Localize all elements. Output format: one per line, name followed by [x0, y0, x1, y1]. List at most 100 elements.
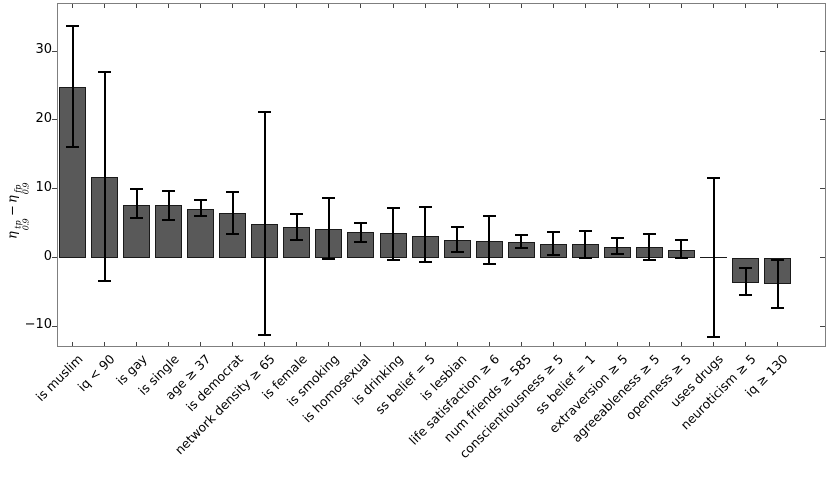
error-bar-line	[392, 208, 394, 260]
x-tick-mark-top	[648, 4, 650, 8]
y-tick-label: 30	[35, 42, 52, 58]
x-tick-mark-top	[745, 4, 747, 8]
error-bar-cap-bottom	[482, 262, 496, 265]
error-bar-line	[327, 198, 330, 259]
x-tick-mark-top	[584, 4, 586, 8]
y-tick-mark	[52, 50, 57, 52]
error-bar-cap-bottom	[226, 233, 240, 236]
error-bar-line	[456, 227, 459, 253]
error-bar-cap-bottom	[162, 218, 176, 221]
error-bar-line	[488, 216, 491, 264]
x-tick-mark-bottom	[520, 342, 522, 346]
script-group: tp 0.9	[14, 218, 31, 231]
y-tick-mark	[52, 119, 57, 121]
y-tick-mark	[52, 257, 57, 259]
error-bar-cap-bottom	[322, 257, 336, 260]
x-tick-mark-top	[264, 4, 266, 8]
x-tick-mark-top	[424, 4, 426, 8]
y-tick-label: 20	[35, 110, 52, 126]
x-tick-mark-bottom	[777, 342, 779, 346]
error-bar-line	[135, 188, 138, 219]
error-bar-cap-top	[130, 187, 144, 190]
error-bar-line	[424, 207, 427, 263]
error-bar-cap-top	[514, 233, 528, 236]
x-tick-mark-top	[72, 4, 73, 8]
error-bar-cap-top	[66, 25, 79, 28]
x-tick-mark-top	[104, 4, 106, 8]
error-bar-cap-bottom	[642, 259, 656, 262]
subscript-09: 0.9	[21, 218, 31, 231]
error-bar-line	[71, 26, 74, 148]
error-bar-line	[199, 200, 202, 217]
y-tick-mark-right	[820, 50, 825, 52]
x-tick-mark-top	[360, 4, 362, 8]
error-bar-cap-top	[162, 189, 176, 192]
error-bar-cap-top	[194, 199, 208, 202]
error-bar-cap-bottom	[418, 261, 432, 264]
error-bar-line	[295, 213, 298, 241]
error-bar-cap-top	[226, 190, 240, 193]
eta-symbol: η	[5, 231, 21, 239]
error-bar-cap-bottom	[354, 240, 368, 243]
error-bar-cap-bottom	[578, 256, 592, 259]
x-tick-mark-bottom	[104, 342, 106, 346]
x-tick-mark-top	[328, 4, 330, 8]
error-bar-line	[616, 237, 619, 255]
error-bar-cap-top	[739, 266, 753, 269]
x-tick-mark-bottom	[296, 342, 298, 346]
x-tick-mark-top	[168, 4, 170, 8]
x-tick-mark-bottom	[328, 342, 330, 346]
error-bar-line	[103, 72, 106, 281]
x-tick-mark-top	[488, 4, 490, 8]
bar	[155, 205, 183, 258]
error-bar-line	[712, 177, 715, 338]
error-bar-cap-bottom	[386, 258, 400, 261]
error-bar-cap-bottom	[739, 294, 753, 297]
x-tick-mark-top	[456, 4, 458, 8]
error-bar-cap-top	[610, 236, 624, 239]
error-bar-cap-top	[258, 110, 272, 113]
bar	[187, 208, 215, 258]
error-bar-line	[744, 267, 747, 296]
x-tick-mark-top	[296, 4, 298, 8]
error-bar-cap-top	[578, 229, 592, 232]
x-tick-mark-bottom	[552, 342, 554, 346]
x-tick-mark-bottom	[456, 342, 458, 346]
error-bar-cap-bottom	[258, 333, 272, 336]
x-tick-mark-bottom	[713, 342, 714, 346]
x-tick-mark-top	[136, 4, 138, 8]
error-bar-cap-bottom	[66, 146, 79, 149]
y-tick-mark-right	[820, 257, 825, 259]
x-tick-mark-bottom	[424, 342, 426, 346]
x-tick-mark-bottom	[264, 342, 266, 346]
error-bar-cap-bottom	[290, 239, 304, 242]
error-bar-cap-top	[386, 207, 400, 210]
error-bar-line	[680, 240, 683, 259]
error-bar-cap-bottom	[130, 217, 144, 220]
x-tick-label: is muslim	[32, 351, 86, 405]
error-bar-cap-top	[707, 176, 720, 179]
error-bar-cap-bottom	[514, 246, 528, 249]
y-tick-label: 10	[35, 179, 52, 195]
y-tick-label: 0	[43, 248, 52, 264]
x-tick-mark-top	[232, 4, 234, 8]
error-bar-line	[584, 230, 587, 258]
x-tick-mark-bottom	[392, 342, 394, 346]
error-bar-line	[167, 190, 170, 220]
x-tick-mark-bottom	[72, 342, 73, 346]
error-bar-line	[648, 234, 651, 261]
error-bar-cap-bottom	[98, 279, 112, 282]
error-bar-cap-bottom	[194, 215, 208, 218]
y-tick-label: −10	[24, 317, 52, 333]
error-bar-line	[520, 234, 523, 248]
x-tick-mark-top	[200, 4, 202, 8]
error-bar-line	[776, 259, 779, 308]
x-tick-mark-bottom	[200, 342, 202, 346]
x-tick-mark-bottom	[680, 342, 682, 346]
x-tick-mark-bottom	[168, 342, 170, 346]
error-bar-cap-bottom	[771, 306, 785, 309]
error-bar-cap-top	[98, 71, 112, 74]
y-tick-mark	[52, 188, 57, 190]
y-tick-mark-right	[820, 188, 825, 190]
